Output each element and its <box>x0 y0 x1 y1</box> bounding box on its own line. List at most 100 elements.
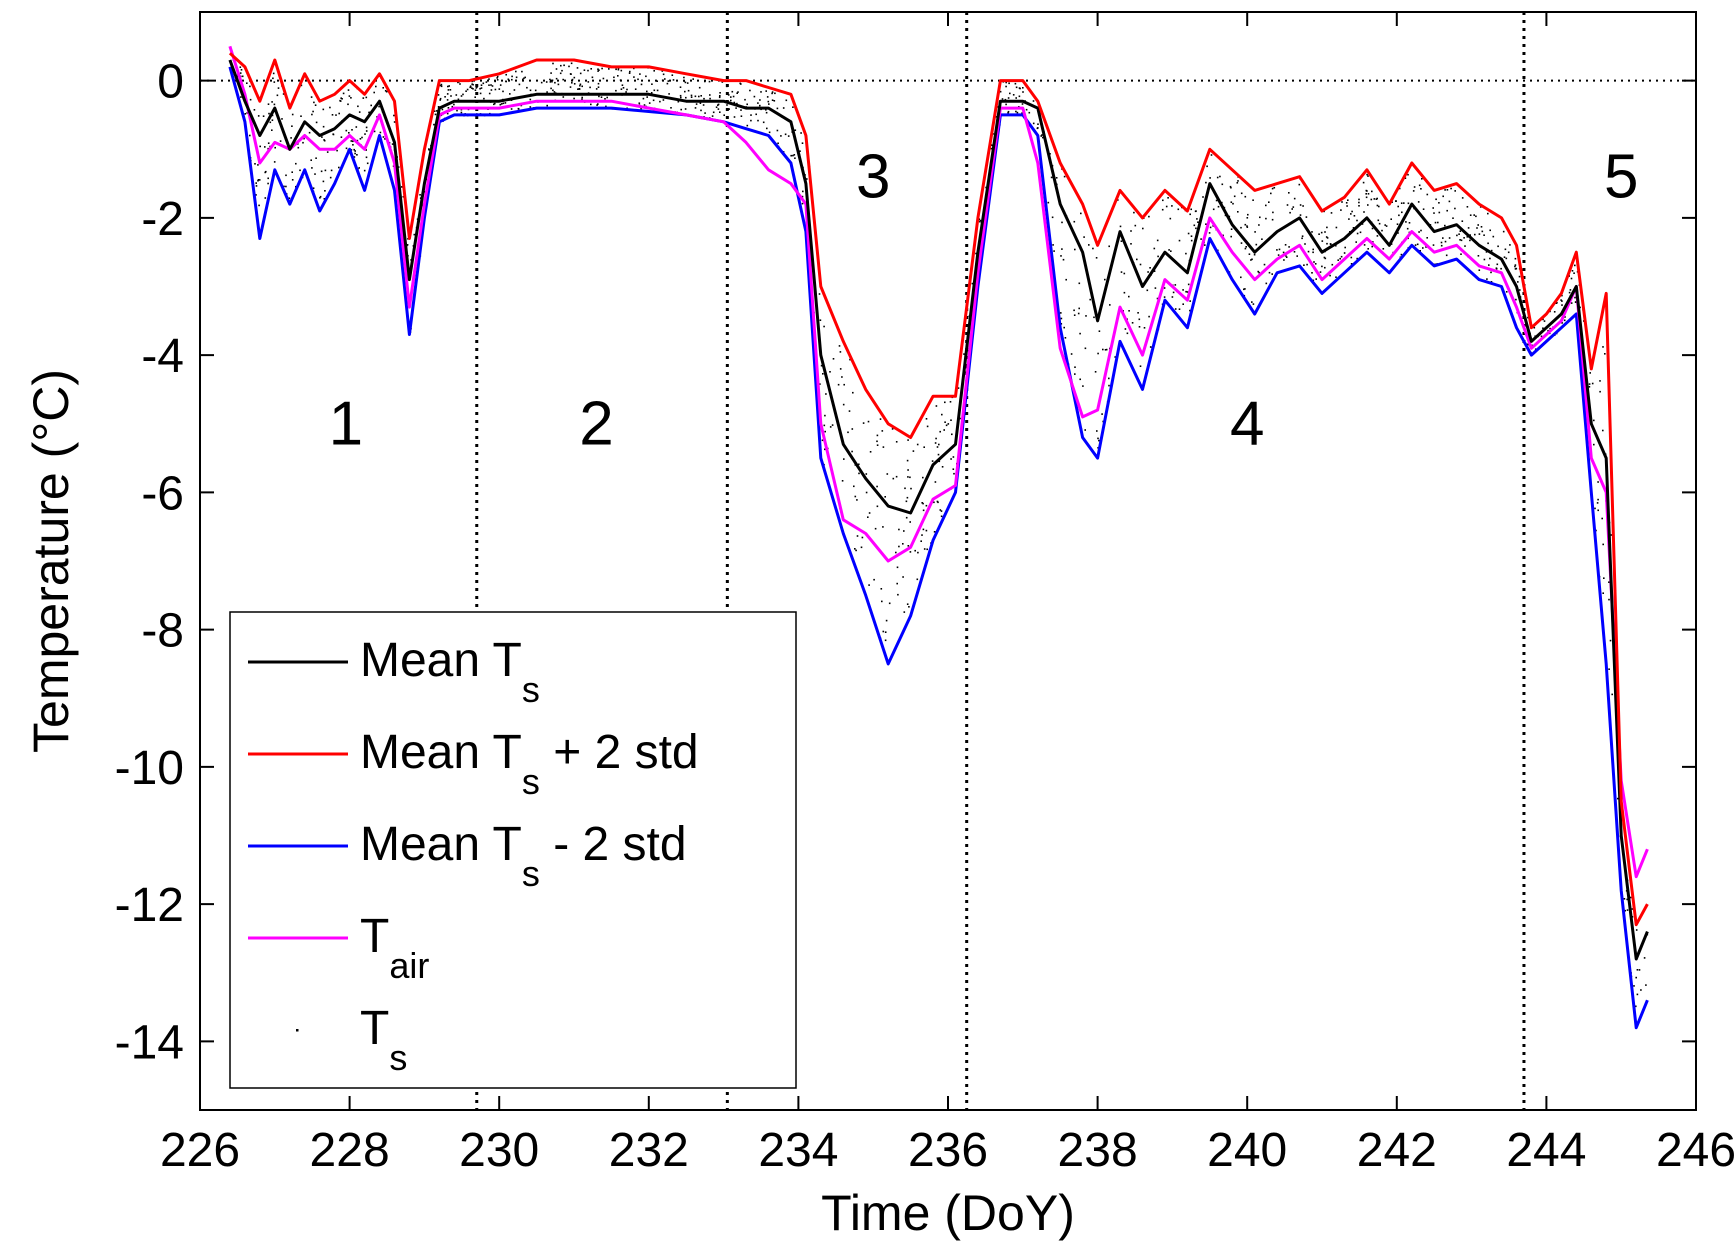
ts-point <box>782 107 785 109</box>
ts-point <box>267 177 269 180</box>
ts-point <box>1459 239 1461 241</box>
ts-point <box>1178 308 1181 310</box>
ts-point <box>1601 517 1603 520</box>
ts-point <box>447 85 449 88</box>
ts-point <box>869 451 872 453</box>
ts-point <box>1564 316 1566 318</box>
ts-point <box>666 82 669 85</box>
ts-point <box>825 393 827 395</box>
ts-point <box>274 146 276 149</box>
ts-point <box>1633 985 1635 987</box>
ts-point <box>802 190 804 193</box>
ts-point <box>626 88 628 91</box>
ts-point <box>1405 221 1407 223</box>
ts-point <box>322 180 325 183</box>
ts-point <box>1194 210 1197 213</box>
ts-point <box>340 97 342 99</box>
ts-point <box>1007 111 1009 114</box>
ts-point <box>1163 287 1166 289</box>
ts-point <box>1108 377 1110 380</box>
ts-point <box>439 97 442 100</box>
ts-point <box>904 487 906 490</box>
ts-point <box>842 403 845 406</box>
ts-point <box>1104 278 1106 281</box>
ts-point <box>491 85 494 87</box>
ts-point <box>646 96 648 98</box>
ts-point <box>1139 263 1142 266</box>
ts-point <box>1445 254 1448 257</box>
ts-point <box>1492 235 1495 238</box>
ts-point <box>925 504 928 507</box>
ts-point <box>336 149 338 152</box>
ts-point <box>353 156 356 158</box>
ts-point <box>1084 429 1086 431</box>
ts-point <box>1147 271 1149 273</box>
ts-point <box>1597 509 1599 512</box>
ts-point <box>820 364 823 367</box>
ts-point <box>583 69 586 71</box>
ts-point <box>1032 122 1035 125</box>
ts-point <box>1178 239 1181 242</box>
ts-point <box>1022 87 1024 89</box>
ts-point <box>906 459 909 462</box>
ts-point <box>1610 534 1613 536</box>
ts-point <box>324 190 326 192</box>
ts-point <box>941 413 943 416</box>
ts-point <box>648 102 651 104</box>
ts-point <box>1542 318 1544 321</box>
ts-point <box>1230 235 1232 238</box>
ts-point <box>1124 328 1127 330</box>
ts-point <box>1362 181 1365 184</box>
ts-point <box>276 94 279 97</box>
ts-point <box>823 325 825 328</box>
ts-point <box>898 528 900 531</box>
ts-point <box>1350 263 1353 265</box>
ts-point <box>1156 239 1159 242</box>
ts-point <box>944 421 946 423</box>
ts-point <box>1123 272 1126 275</box>
ts-point <box>279 140 282 142</box>
ts-point <box>1413 186 1416 188</box>
ts-point <box>1469 214 1472 216</box>
ts-point <box>1221 183 1224 186</box>
ts-point <box>569 73 572 75</box>
ts-point <box>1341 201 1343 203</box>
ts-point <box>933 501 935 504</box>
ts-point <box>1240 276 1242 279</box>
ts-point <box>375 85 377 88</box>
ts-point <box>672 79 675 81</box>
ts-point <box>1497 245 1499 248</box>
ts-point <box>253 109 256 111</box>
legend-label: Mean Ts + 2 std <box>360 726 699 802</box>
y-tick-label: -6 <box>141 467 184 520</box>
ts-point <box>1311 272 1313 274</box>
ts-point <box>1296 255 1298 257</box>
ts-point <box>557 83 560 86</box>
ts-point <box>664 78 666 80</box>
ts-point <box>949 401 952 403</box>
ts-point <box>271 129 273 131</box>
ts-point <box>1170 250 1172 252</box>
ts-point <box>950 419 952 421</box>
ts-point <box>1527 316 1529 319</box>
ts-point <box>1108 245 1110 248</box>
ts-point <box>561 69 563 72</box>
ts-point <box>1298 183 1301 186</box>
ts-point <box>1596 502 1599 504</box>
ts-point <box>1083 236 1085 238</box>
ts-point <box>1561 304 1563 306</box>
ts-point <box>1085 315 1087 317</box>
ts-point <box>488 84 490 86</box>
ts-point <box>291 113 294 116</box>
ts-point <box>469 85 472 87</box>
ts-point <box>345 147 348 150</box>
ts-point <box>1314 263 1317 265</box>
ts-point <box>1079 332 1081 335</box>
ts-point <box>703 97 705 100</box>
ts-point <box>1490 281 1493 283</box>
ts-point <box>876 440 878 443</box>
ts-point <box>843 383 845 386</box>
ts-point <box>273 161 276 163</box>
ts-point <box>912 450 915 452</box>
ts-point <box>1346 205 1348 207</box>
